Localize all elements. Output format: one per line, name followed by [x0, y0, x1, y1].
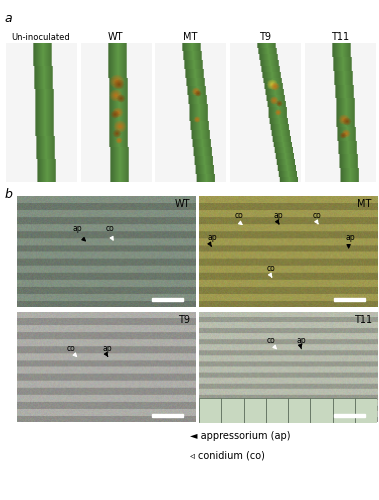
- Bar: [199, 398, 221, 422]
- Text: b: b: [5, 188, 13, 200]
- Bar: [152, 414, 183, 417]
- Bar: [355, 398, 377, 422]
- Text: ap: ap: [72, 224, 82, 234]
- Text: ap: ap: [103, 344, 112, 352]
- Bar: [266, 398, 288, 422]
- Text: co: co: [67, 344, 76, 352]
- Text: T11: T11: [354, 315, 372, 325]
- Bar: [243, 398, 266, 422]
- Text: ◄ appressorium (ap): ◄ appressorium (ap): [190, 431, 290, 441]
- Text: WT: WT: [108, 32, 124, 42]
- Bar: [152, 298, 183, 301]
- Text: WT: WT: [174, 200, 190, 209]
- Text: ap: ap: [274, 211, 283, 220]
- Bar: [333, 398, 355, 422]
- Bar: [334, 414, 365, 417]
- Bar: [334, 298, 365, 301]
- Text: MT: MT: [357, 200, 372, 209]
- Bar: [310, 398, 333, 422]
- Text: co: co: [235, 211, 243, 220]
- Text: T9: T9: [178, 315, 190, 325]
- Bar: [288, 398, 310, 422]
- Bar: [221, 398, 244, 422]
- Text: co: co: [267, 336, 276, 345]
- Text: ap: ap: [208, 234, 218, 242]
- Text: ap: ap: [297, 336, 307, 345]
- Text: co: co: [267, 264, 276, 274]
- Text: ap: ap: [345, 234, 355, 242]
- Text: Un-inoculated: Un-inoculated: [12, 32, 70, 42]
- Text: ◃ conidium (co): ◃ conidium (co): [190, 450, 265, 460]
- Text: co: co: [106, 224, 115, 234]
- Text: T9: T9: [259, 32, 271, 42]
- Text: co: co: [313, 211, 322, 220]
- Text: T11: T11: [331, 32, 349, 42]
- Text: MT: MT: [183, 32, 197, 42]
- Text: a: a: [5, 12, 12, 26]
